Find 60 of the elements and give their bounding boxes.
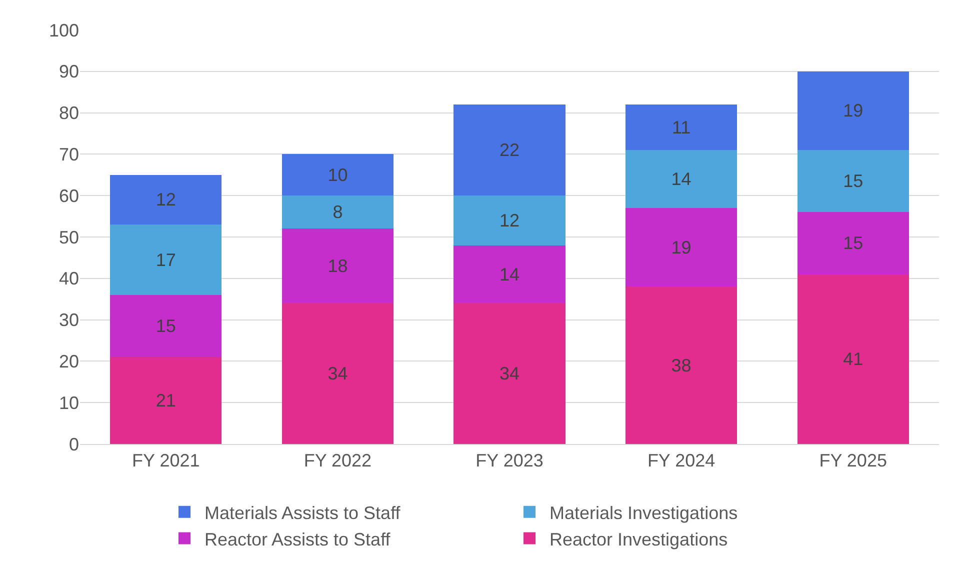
y-tick-label: 70 (58, 144, 79, 164)
bar (797, 274, 909, 444)
bar (110, 294, 222, 358)
bar (625, 104, 738, 150)
y-tick-label: 60 (58, 186, 79, 206)
data-label: 12 (156, 190, 176, 210)
y-tick-label: 0 (68, 434, 79, 454)
bar (282, 154, 394, 196)
data-label: 14 (671, 169, 692, 190)
data-label: 15 (843, 233, 864, 254)
x-tick-label: FY 2021 (132, 450, 200, 471)
y-tick-label: 10 (58, 392, 79, 413)
bar (282, 228, 394, 304)
data-label: 38 (671, 355, 692, 376)
y-tick-label: 90 (58, 62, 79, 82)
data-label: 17 (156, 250, 176, 270)
legend-label: Materials Assists to Staff (204, 502, 402, 523)
data-label: 15 (156, 316, 176, 336)
bar (797, 71, 909, 150)
y-tick-label: 30 (58, 310, 79, 330)
data-label: 12 (499, 210, 520, 230)
y-tick-label: 80 (58, 103, 79, 124)
data-label: 18 (328, 256, 348, 276)
bar (797, 150, 909, 212)
y-tick-label: 40 (58, 268, 79, 289)
data-label: 34 (499, 364, 520, 384)
data-label: 11 (672, 117, 691, 138)
bar (282, 196, 394, 229)
legend-label: Reactor Investigations (550, 529, 728, 550)
y-tick-label: 20 (58, 352, 79, 372)
x-tick-label: FY 2024 (647, 450, 716, 471)
bar (625, 208, 738, 287)
data-label: 21 (156, 390, 176, 411)
bar (454, 104, 566, 196)
y-tick-label: 100 (48, 20, 79, 40)
x-tick-label: FY 2022 (304, 450, 372, 471)
bar (454, 245, 566, 304)
bar (110, 174, 222, 225)
data-label: 14 (499, 264, 520, 284)
bar (454, 196, 566, 246)
legend-label: Reactor Assists to Staff (204, 529, 392, 550)
legend-label: Materials Investigations (550, 502, 738, 523)
data-label: 34 (328, 364, 348, 384)
bar (110, 357, 222, 444)
bar (282, 303, 394, 444)
data-label: 22 (499, 140, 520, 160)
bar (625, 286, 738, 444)
y-tick-label: 50 (58, 227, 79, 248)
data-label: 19 (671, 237, 692, 258)
bar (625, 150, 738, 208)
data-label: 41 (843, 349, 864, 370)
x-tick-label: FY 2023 (476, 450, 544, 471)
bar (110, 224, 222, 295)
bar (797, 212, 909, 274)
x-tick-label: FY 2025 (819, 450, 887, 471)
data-label: 19 (843, 100, 864, 121)
data-label: 10 (328, 164, 348, 185)
data-label: 8 (332, 202, 343, 222)
data-label: 15 (843, 171, 864, 192)
bar (454, 303, 566, 444)
